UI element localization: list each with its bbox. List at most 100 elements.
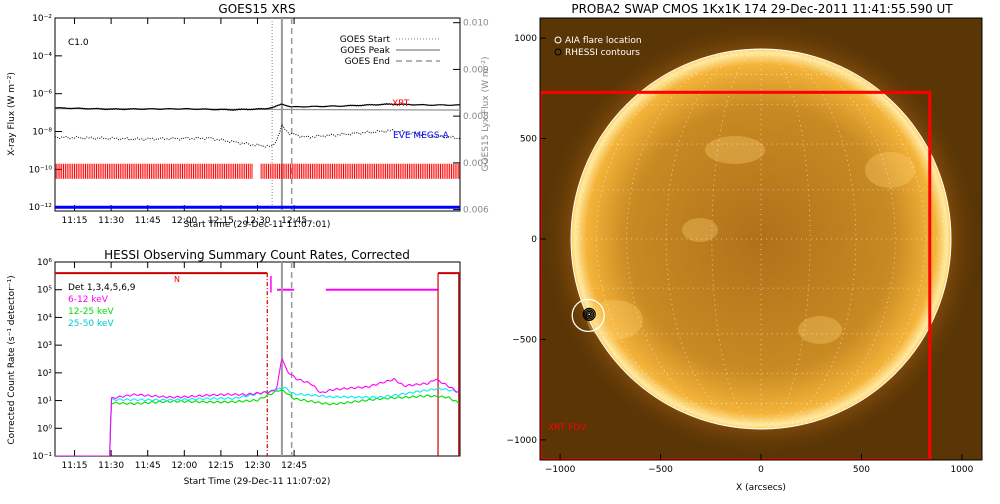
swap-x-tick-label: −500 — [648, 465, 673, 475]
hessi-y-tick-label: 10⁰ — [37, 424, 52, 434]
hessi-y-tick-label: 10² — [37, 369, 52, 379]
goes-long-line — [55, 103, 460, 111]
hessi-legend-12-25: 12-25 keV — [68, 307, 114, 317]
rhessi-contours — [582, 307, 596, 321]
goes-x-tick-label: 11:15 — [62, 216, 88, 226]
night-marker: N — [174, 275, 180, 284]
legend-goes-peak: GOES Peak — [340, 46, 390, 56]
hessi-x-tick-label: 12:00 — [171, 461, 197, 471]
hessi-x-tick-label: 12:15 — [208, 461, 234, 471]
hessi-6-12-kev-line — [55, 358, 460, 456]
hessi-x-tick-label: 11:45 — [135, 461, 161, 471]
longitude-line — [596, 48, 762, 430]
goes-x-tick-label: 12:30 — [245, 216, 271, 226]
legend-goes-end: GOES End — [345, 57, 390, 67]
goes-y-right-tick-label: 0.007 — [463, 159, 489, 169]
goes-y-tick-label: 10⁻⁸ — [32, 128, 52, 138]
goes-y-right-tick-label: 0.010 — [463, 19, 489, 29]
goes-event-lines — [271, 18, 293, 211]
goes-xlabel: Start Time (29-Dec-11 11:07:01) — [184, 220, 331, 230]
rhessi-contour — [584, 309, 595, 320]
xrt-observation-bars — [55, 163, 460, 179]
goes-y-right-tick-label: 0.009 — [463, 65, 489, 75]
flare-class-label: C1.0 — [68, 38, 89, 48]
swap-x-tick-label: 1000 — [950, 465, 973, 475]
longitude-line — [760, 48, 896, 430]
goes-panel: GOES15 XRS 10⁻² 10⁻⁴ 10⁻⁶ 10⁻⁸ 10⁻¹⁰ 10⁻¹² 0.… — [7, 2, 491, 230]
swap-x-tick-label: 0 — [758, 465, 764, 475]
hessi-xlabel: Start Time (29-Dec-11 11:07:02) — [184, 477, 331, 487]
swap-y-tick-label: 1000 — [514, 34, 537, 44]
hessi-title: HESSI Observing Summary Count Rates, Cor… — [104, 248, 410, 262]
goes-y-right-tick-label: 0.006 — [463, 206, 489, 216]
goes-y-tick-label: 10⁻⁴ — [32, 52, 52, 62]
longitude-line — [711, 48, 762, 430]
goes-series — [55, 103, 460, 209]
hessi-event-lines — [280, 262, 293, 456]
swap-title: PROBA2 SWAP CMOS 1Kx1K 174 29-Dec-2011 1… — [571, 2, 953, 16]
swap-xlabel: X (arcsecs) — [736, 483, 786, 493]
hessi-y-tick-label: 10⁶ — [37, 258, 52, 268]
hessi-25-50-kev-line — [55, 386, 460, 456]
swap-y-axis: 1000 500 0 −500 −1000 — [507, 34, 546, 446]
active-regions — [587, 136, 915, 344]
eve-annotation: EVE MEGS-A — [393, 131, 450, 141]
hessi-legend: Det 1,3,4,5,6,9 6-12 keV 12-25 keV 25-50… — [68, 283, 136, 329]
swap-x-axis: −1000 −500 0 500 1000 — [545, 454, 974, 475]
swap-y-tick-label: −500 — [512, 335, 537, 345]
hessi-x-tick-label: 11:15 — [62, 461, 88, 471]
legend-aia-flare-location: AIA flare location — [565, 36, 642, 46]
goes-y-axis-right: 0.010 0.009 0.008 0.007 0.006 — [453, 19, 489, 216]
goes-y-tick-label: 10⁻² — [32, 14, 52, 24]
longitude-line — [760, 48, 857, 430]
hessi-x-axis: 11:15 11:30 11:45 12:00 12:15 12:30 12:45 — [62, 262, 307, 471]
goes-ylabel: X-ray Flux (W m⁻²) — [7, 72, 17, 156]
goes-plot-frame — [54, 17, 461, 212]
hessi-orbit-markers — [55, 272, 460, 456]
legend-aia-symbol — [554, 36, 562, 44]
hessi-12-25-kev-line — [55, 389, 460, 456]
longitude-line — [760, 48, 811, 430]
goes-y-right-tick-label: 0.008 — [463, 112, 489, 122]
xrt-fov-box — [540, 90, 932, 460]
swap-y-tick-label: 0 — [531, 235, 537, 245]
legend-rhessi-contours: RHESSI contours — [565, 48, 640, 58]
hessi-legend-25-50: 25-50 keV — [68, 319, 114, 329]
limb-circle — [570, 48, 952, 430]
goes-y-tick-label: 10⁻¹² — [29, 203, 53, 213]
swap-y-tick-label: 500 — [520, 135, 537, 145]
goes-y-tick-label: 10⁻⁶ — [32, 90, 52, 100]
legend-goes-start: GOES Start — [340, 35, 391, 45]
swap-legend: AIA flare location RHESSI contours — [554, 36, 642, 58]
goes-x-tick-label: 12:00 — [171, 216, 197, 226]
rhessi-contour — [582, 307, 596, 321]
swap-panel: PROBA2 SWAP CMOS 1Kx1K 174 29-Dec-2011 1… — [507, 2, 983, 493]
legend-rhessi-symbol — [554, 48, 562, 56]
hessi-x-tick-label: 12:30 — [245, 461, 271, 471]
goes-ylabel-right: GOES15 Lyx Flux (W m⁻²) — [481, 57, 491, 172]
hessi-series — [55, 358, 460, 456]
hessi-panel: HESSI Observing Summary Count Rates, Cor… — [7, 248, 461, 487]
hessi-legend-title: Det 1,3,4,5,6,9 — [68, 283, 136, 293]
longitude-line — [626, 48, 762, 430]
goes-x-tick-label: 11:45 — [135, 216, 161, 226]
heliographic-grid — [571, 48, 951, 430]
hessi-ylabel: Corrected Count Rate (s⁻¹ detector⁻¹) — [7, 275, 17, 444]
hessi-y-tick-label: 10¹ — [37, 397, 52, 407]
hessi-y-axis: 10⁶ 10⁵ 10⁴ 10³ 10² 10¹ 10⁰ 10⁻¹ — [32, 258, 62, 462]
xrt-fov-label: XRT FOV — [548, 423, 587, 433]
swap-x-tick-label: −1000 — [545, 465, 576, 475]
hessi-plot-frame — [54, 261, 461, 457]
swap-y-tick-label: −1000 — [507, 436, 538, 446]
hessi-legend-6-12: 6-12 keV — [68, 295, 109, 305]
goes-short-line — [55, 123, 460, 149]
goes-x-tick-label: 12:45 — [281, 216, 307, 226]
hessi-y-tick-label: 10⁴ — [37, 313, 52, 323]
xrt-annotation: XRT — [392, 99, 410, 109]
hessi-y-tick-label: 10⁻¹ — [32, 452, 52, 462]
aia-flare-location-marker — [571, 298, 605, 332]
rhessi-contour — [585, 310, 593, 318]
goes-title: GOES15 XRS — [218, 2, 295, 16]
